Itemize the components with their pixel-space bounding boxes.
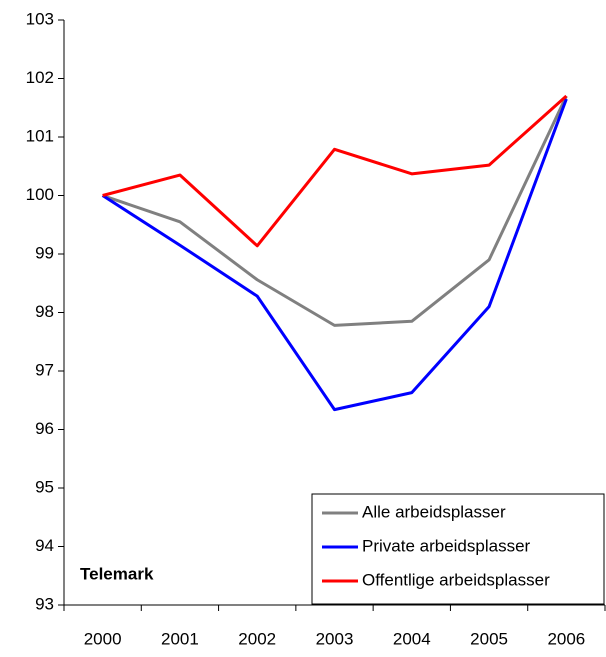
x-tick-label: 2001 bbox=[161, 629, 199, 648]
legend-box bbox=[311, 493, 605, 605]
line bbox=[101, 98, 568, 412]
line bbox=[102, 94, 568, 248]
annotation: Telemark bbox=[80, 564, 154, 583]
y-tick-label: 97 bbox=[35, 360, 54, 379]
line bbox=[102, 95, 568, 327]
y-tick-label: 99 bbox=[35, 243, 54, 262]
y-tick-label: 96 bbox=[35, 419, 54, 438]
y-tick-label: 100 bbox=[26, 185, 54, 204]
legend-label: Private arbeidsplasser bbox=[362, 536, 531, 555]
y-tick-label: 101 bbox=[26, 126, 54, 145]
y-tick-label: 102 bbox=[26, 68, 54, 87]
x-tick-label: 2000 bbox=[84, 629, 122, 648]
y-tick-label: 103 bbox=[26, 9, 54, 28]
y-tick-label: 95 bbox=[35, 477, 54, 496]
x-tick-label: 2006 bbox=[547, 629, 585, 648]
y-tick-label: 93 bbox=[35, 594, 54, 613]
legend-label: Offentlige arbeidsplasser bbox=[362, 570, 550, 589]
x-tick-label: 2003 bbox=[316, 629, 354, 648]
y-tick-label: 98 bbox=[35, 302, 54, 321]
legend-label: Alle arbeidsplasser bbox=[362, 502, 506, 521]
y-tick-label: 94 bbox=[35, 536, 54, 555]
x-tick-label: 2002 bbox=[238, 629, 276, 648]
x-tick-label: 2005 bbox=[470, 629, 508, 648]
x-tick-label: 2004 bbox=[393, 629, 431, 648]
